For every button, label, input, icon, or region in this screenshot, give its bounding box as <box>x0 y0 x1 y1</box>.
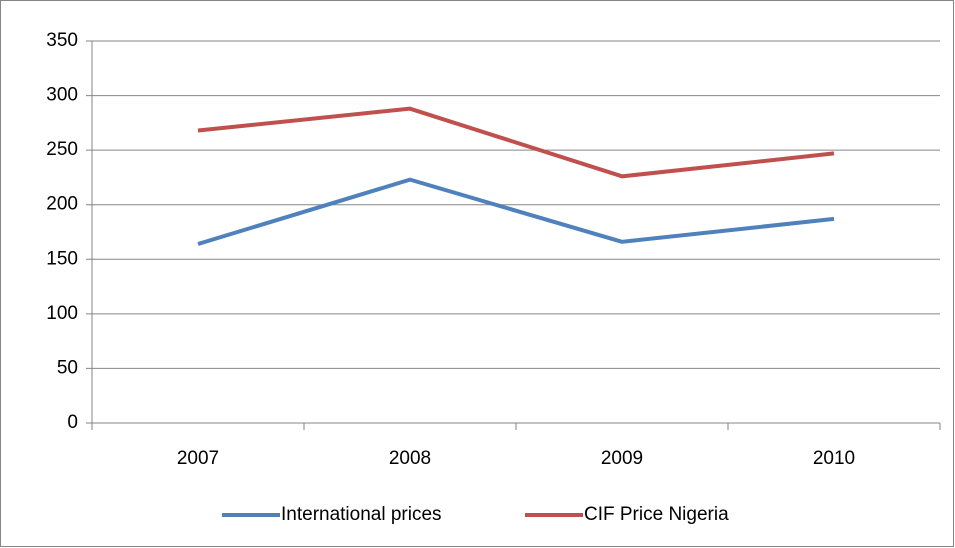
x-tick-label: 2008 <box>389 448 431 469</box>
y-tick-label: 200 <box>46 194 78 215</box>
y-tick-label: 0 <box>67 412 78 433</box>
y-tick-label: 100 <box>46 303 78 324</box>
legend-label: CIF Price Nigeria <box>584 504 729 525</box>
y-tick-label: 250 <box>46 139 78 160</box>
x-tick-label: 2010 <box>813 448 855 469</box>
series-line <box>197 106 835 179</box>
y-tick-label: 50 <box>57 357 78 378</box>
y-tick-label: 150 <box>46 248 78 269</box>
x-tick-label: 2009 <box>601 448 643 469</box>
series-line <box>197 177 835 246</box>
x-tick-label: 2007 <box>177 448 219 469</box>
legend-label: International prices <box>281 504 442 525</box>
y-tick-label: 350 <box>46 30 78 51</box>
y-tick-label: 300 <box>46 85 78 106</box>
